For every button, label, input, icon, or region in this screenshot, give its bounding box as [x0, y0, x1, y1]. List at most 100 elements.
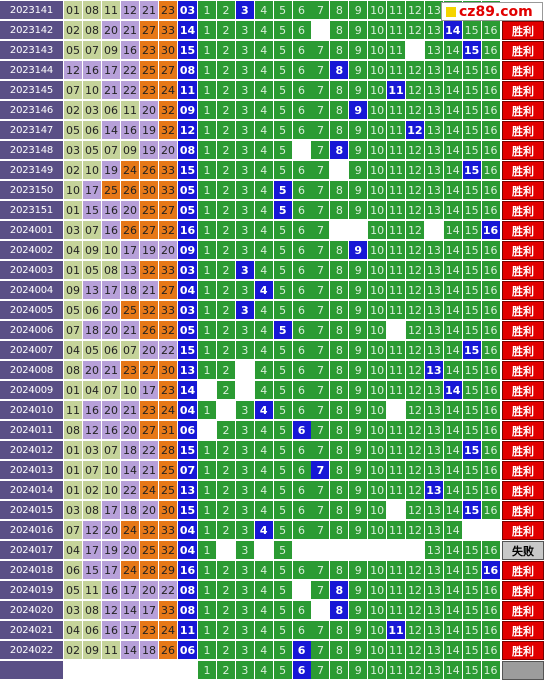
trend-cell: 13 — [424, 381, 444, 400]
trend-cell: 12 — [405, 521, 425, 540]
trend-cell: 13 — [424, 81, 444, 100]
trend-cell: 3 — [235, 641, 255, 660]
trend-cell: 12 — [405, 321, 425, 340]
trend-cell: 2 — [216, 81, 236, 100]
trend-cell — [387, 401, 407, 420]
trend-cell: 14 — [443, 121, 463, 140]
trend-cell: 7 — [311, 341, 331, 360]
trend-cell: 3 — [235, 601, 255, 620]
trend-cell: 6 — [292, 461, 312, 480]
trend-cell: 1 — [198, 221, 218, 240]
trend-cell: 4 — [254, 1, 274, 20]
red-ball-number: 14 — [121, 641, 140, 660]
red-ball-number: 11 — [83, 581, 102, 600]
red-ball-number: 16 — [83, 61, 102, 80]
blue-ball-number: 13 — [178, 361, 198, 380]
trend-cell: 10 — [368, 161, 388, 180]
red-ball-number: 25 — [159, 461, 178, 480]
trend-cell: 4 — [254, 141, 274, 160]
trend-cell: 2 — [216, 581, 236, 600]
red-ball-number: 04 — [83, 381, 102, 400]
blue-ball-number: 07 — [178, 461, 198, 480]
trend-cell: 10 — [368, 581, 388, 600]
red-ball-number: 24 — [140, 481, 159, 500]
trend-cell: 7 — [311, 561, 331, 580]
trend-cell — [405, 41, 425, 60]
red-ball-number: 20 — [140, 101, 159, 120]
trend-cell: 13 — [424, 401, 444, 420]
trend-cell: 9 — [349, 21, 369, 40]
issue-number: 2023147 — [0, 121, 64, 140]
issue-number: 2024011 — [0, 421, 64, 440]
red-ball-number: 10 — [83, 81, 102, 100]
trend-cell: 9 — [349, 401, 369, 420]
trend-cell: 16 — [481, 661, 501, 680]
trend-cell: 7 — [311, 301, 331, 320]
site-logo[interactable]: cz89.com — [441, 2, 543, 21]
blue-ball-number: 08 — [178, 601, 198, 620]
trend-cell: 3 — [235, 101, 255, 120]
table-row: 2023144 12 16 17 22 25 27 08 1 2 3 4 5 6 7 8 9 10 11 12 13 14… — [0, 61, 547, 81]
red-ball-number: 06 — [64, 561, 83, 580]
trend-cell: 14 — [443, 461, 463, 480]
trend-cell: 16 — [481, 141, 501, 160]
trend-cell: 6 — [292, 421, 312, 440]
trend-cell: 12 — [405, 581, 425, 600]
trend-cell: 1 — [198, 201, 218, 220]
trend-cell: 5 — [273, 581, 293, 600]
red-ball-number: 27 — [140, 21, 159, 40]
trend-cell: 9 — [349, 181, 369, 200]
trend-cell — [198, 381, 218, 400]
trend-cell — [292, 141, 312, 160]
trend-cell: 8 — [330, 21, 350, 40]
red-ball-number: 29 — [159, 561, 178, 580]
red-ball-number: 27 — [140, 361, 159, 380]
trend-cell: 15 — [462, 61, 482, 80]
red-ball-number: 12 — [121, 1, 140, 20]
red-ball-number: 20 — [102, 401, 121, 420]
trend-cell: 8 — [330, 621, 350, 640]
trend-cell: 14 — [443, 521, 463, 540]
trend-cell: 3 — [235, 21, 255, 40]
trend-cell: 9 — [349, 81, 369, 100]
red-ball-number: 25 — [159, 481, 178, 500]
trend-cell: 10 — [368, 261, 388, 280]
blue-ball-number: 05 — [178, 181, 198, 200]
red-ball-number: 25 — [140, 61, 159, 80]
trend-cell: 8 — [330, 421, 350, 440]
issue-number: 2024019 — [0, 581, 64, 600]
trend-cell: 15 — [462, 101, 482, 120]
trend-cell: 5 — [273, 61, 293, 80]
trend-cell: 4 — [254, 281, 274, 300]
trend-cell: 13 — [424, 601, 444, 620]
trend-cell — [311, 601, 331, 620]
result-badge: 胜利 — [502, 141, 544, 160]
issue-number: 2024017 — [0, 541, 64, 560]
trend-cell: 7 — [311, 121, 331, 140]
red-ball-number: 16 — [102, 221, 121, 240]
red-ball-number: 17 — [102, 281, 121, 300]
issue-number: 2024003 — [0, 261, 64, 280]
trend-cell: 4 — [254, 161, 274, 180]
trend-cell: 1 — [198, 21, 218, 40]
red-ball-number: 20 — [121, 421, 140, 440]
red-ball-number: 24 — [159, 621, 178, 640]
table-row: 2024007 04 05 06 07 20 22 15 1 2 3 4 5 6 7 8 9 10 11 12 13 14… — [0, 341, 547, 361]
red-ball-number — [102, 661, 121, 680]
trend-cell: 13 — [424, 561, 444, 580]
blue-ball-number: 16 — [178, 561, 198, 580]
trend-cell: 14 — [443, 181, 463, 200]
trend-cell: 8 — [330, 501, 350, 520]
trend-cell: 16 — [481, 81, 501, 100]
trend-cell: 1 — [198, 641, 218, 660]
trend-cell: 14 — [443, 381, 463, 400]
red-ball-number: 21 — [102, 81, 121, 100]
trend-cell: 7 — [311, 481, 331, 500]
red-ball-number: 13 — [83, 281, 102, 300]
table-row: 2024008 08 20 21 23 27 30 13 1 2 4 5 6 7 8 9 10 11 12 13 14 1… — [0, 361, 547, 381]
trend-cell: 15 — [462, 581, 482, 600]
issue-number: 2024008 — [0, 361, 64, 380]
trend-cell: 6 — [292, 401, 312, 420]
trend-cell: 10 — [368, 661, 388, 680]
trend-cell: 14 — [443, 341, 463, 360]
